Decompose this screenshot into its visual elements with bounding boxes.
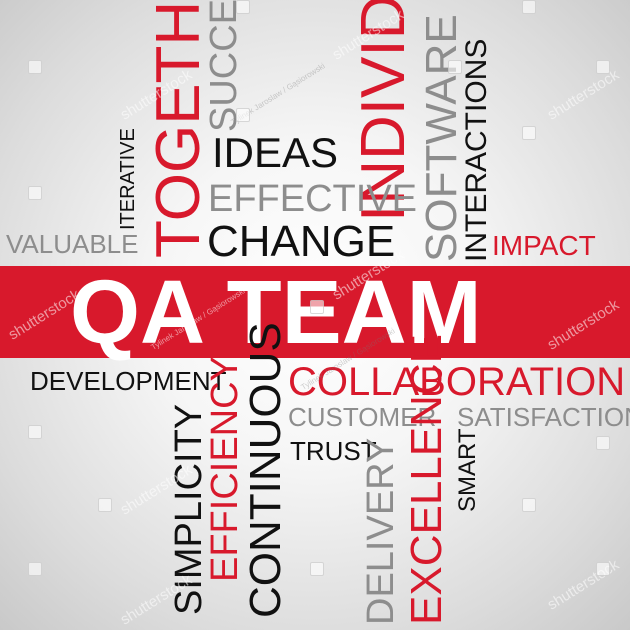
title-qa-team: QA TEAM xyxy=(70,263,482,363)
watermark-logo-icon xyxy=(596,562,610,576)
word-together: TOGETHER xyxy=(144,0,213,258)
word-impact: IMPACT xyxy=(492,230,596,261)
word-trust: TRUST xyxy=(290,436,377,466)
word-satisfaction: SATISFACTION xyxy=(457,402,630,432)
word-customer: CUSTOMER xyxy=(288,402,437,432)
watermark-logo-icon xyxy=(28,60,42,74)
watermark-logo-icon xyxy=(522,498,536,512)
word-iterative: ITERATIVE xyxy=(117,128,139,230)
watermark-logo-icon xyxy=(310,562,324,576)
watermark-logo-icon xyxy=(448,60,462,74)
word-delivery: DELIVERY xyxy=(360,437,402,625)
word-collaboration: COLLABORATION xyxy=(288,360,626,404)
watermark-logo-icon xyxy=(28,425,42,439)
word-software: SOFTWARE xyxy=(417,14,466,262)
word-development: DEVELOPMENT xyxy=(30,366,227,396)
word-smart: SMART xyxy=(454,428,481,512)
watermark-logo-icon xyxy=(98,498,112,512)
word-efficiency: EFFICIENCY xyxy=(204,356,246,582)
word-ideas: IDEAS xyxy=(212,129,339,176)
word-effective: EFFECTIVE xyxy=(208,178,418,220)
word-continuous: CONTINUOUS xyxy=(241,322,290,618)
watermark-logo-icon xyxy=(596,60,610,74)
watermark-logo-icon xyxy=(522,126,536,140)
watermark-logo-icon xyxy=(236,108,250,122)
word-excellence: EXCELLENCE xyxy=(402,333,451,625)
watermark-logo-icon xyxy=(310,300,324,314)
word-interactions: INTERACTIONS xyxy=(460,38,493,262)
watermark-logo-icon xyxy=(28,562,42,576)
watermark-logo-icon xyxy=(236,0,250,14)
watermark-logo-icon xyxy=(522,0,536,14)
watermark-logo-icon xyxy=(28,186,42,200)
word-change: CHANGE xyxy=(207,217,396,266)
watermark-logo-icon xyxy=(596,436,610,450)
watermark-text: shutterstock xyxy=(544,66,623,124)
watermark-text: shutterstock xyxy=(544,556,623,614)
word-valuable: VALUABLE xyxy=(6,229,139,259)
